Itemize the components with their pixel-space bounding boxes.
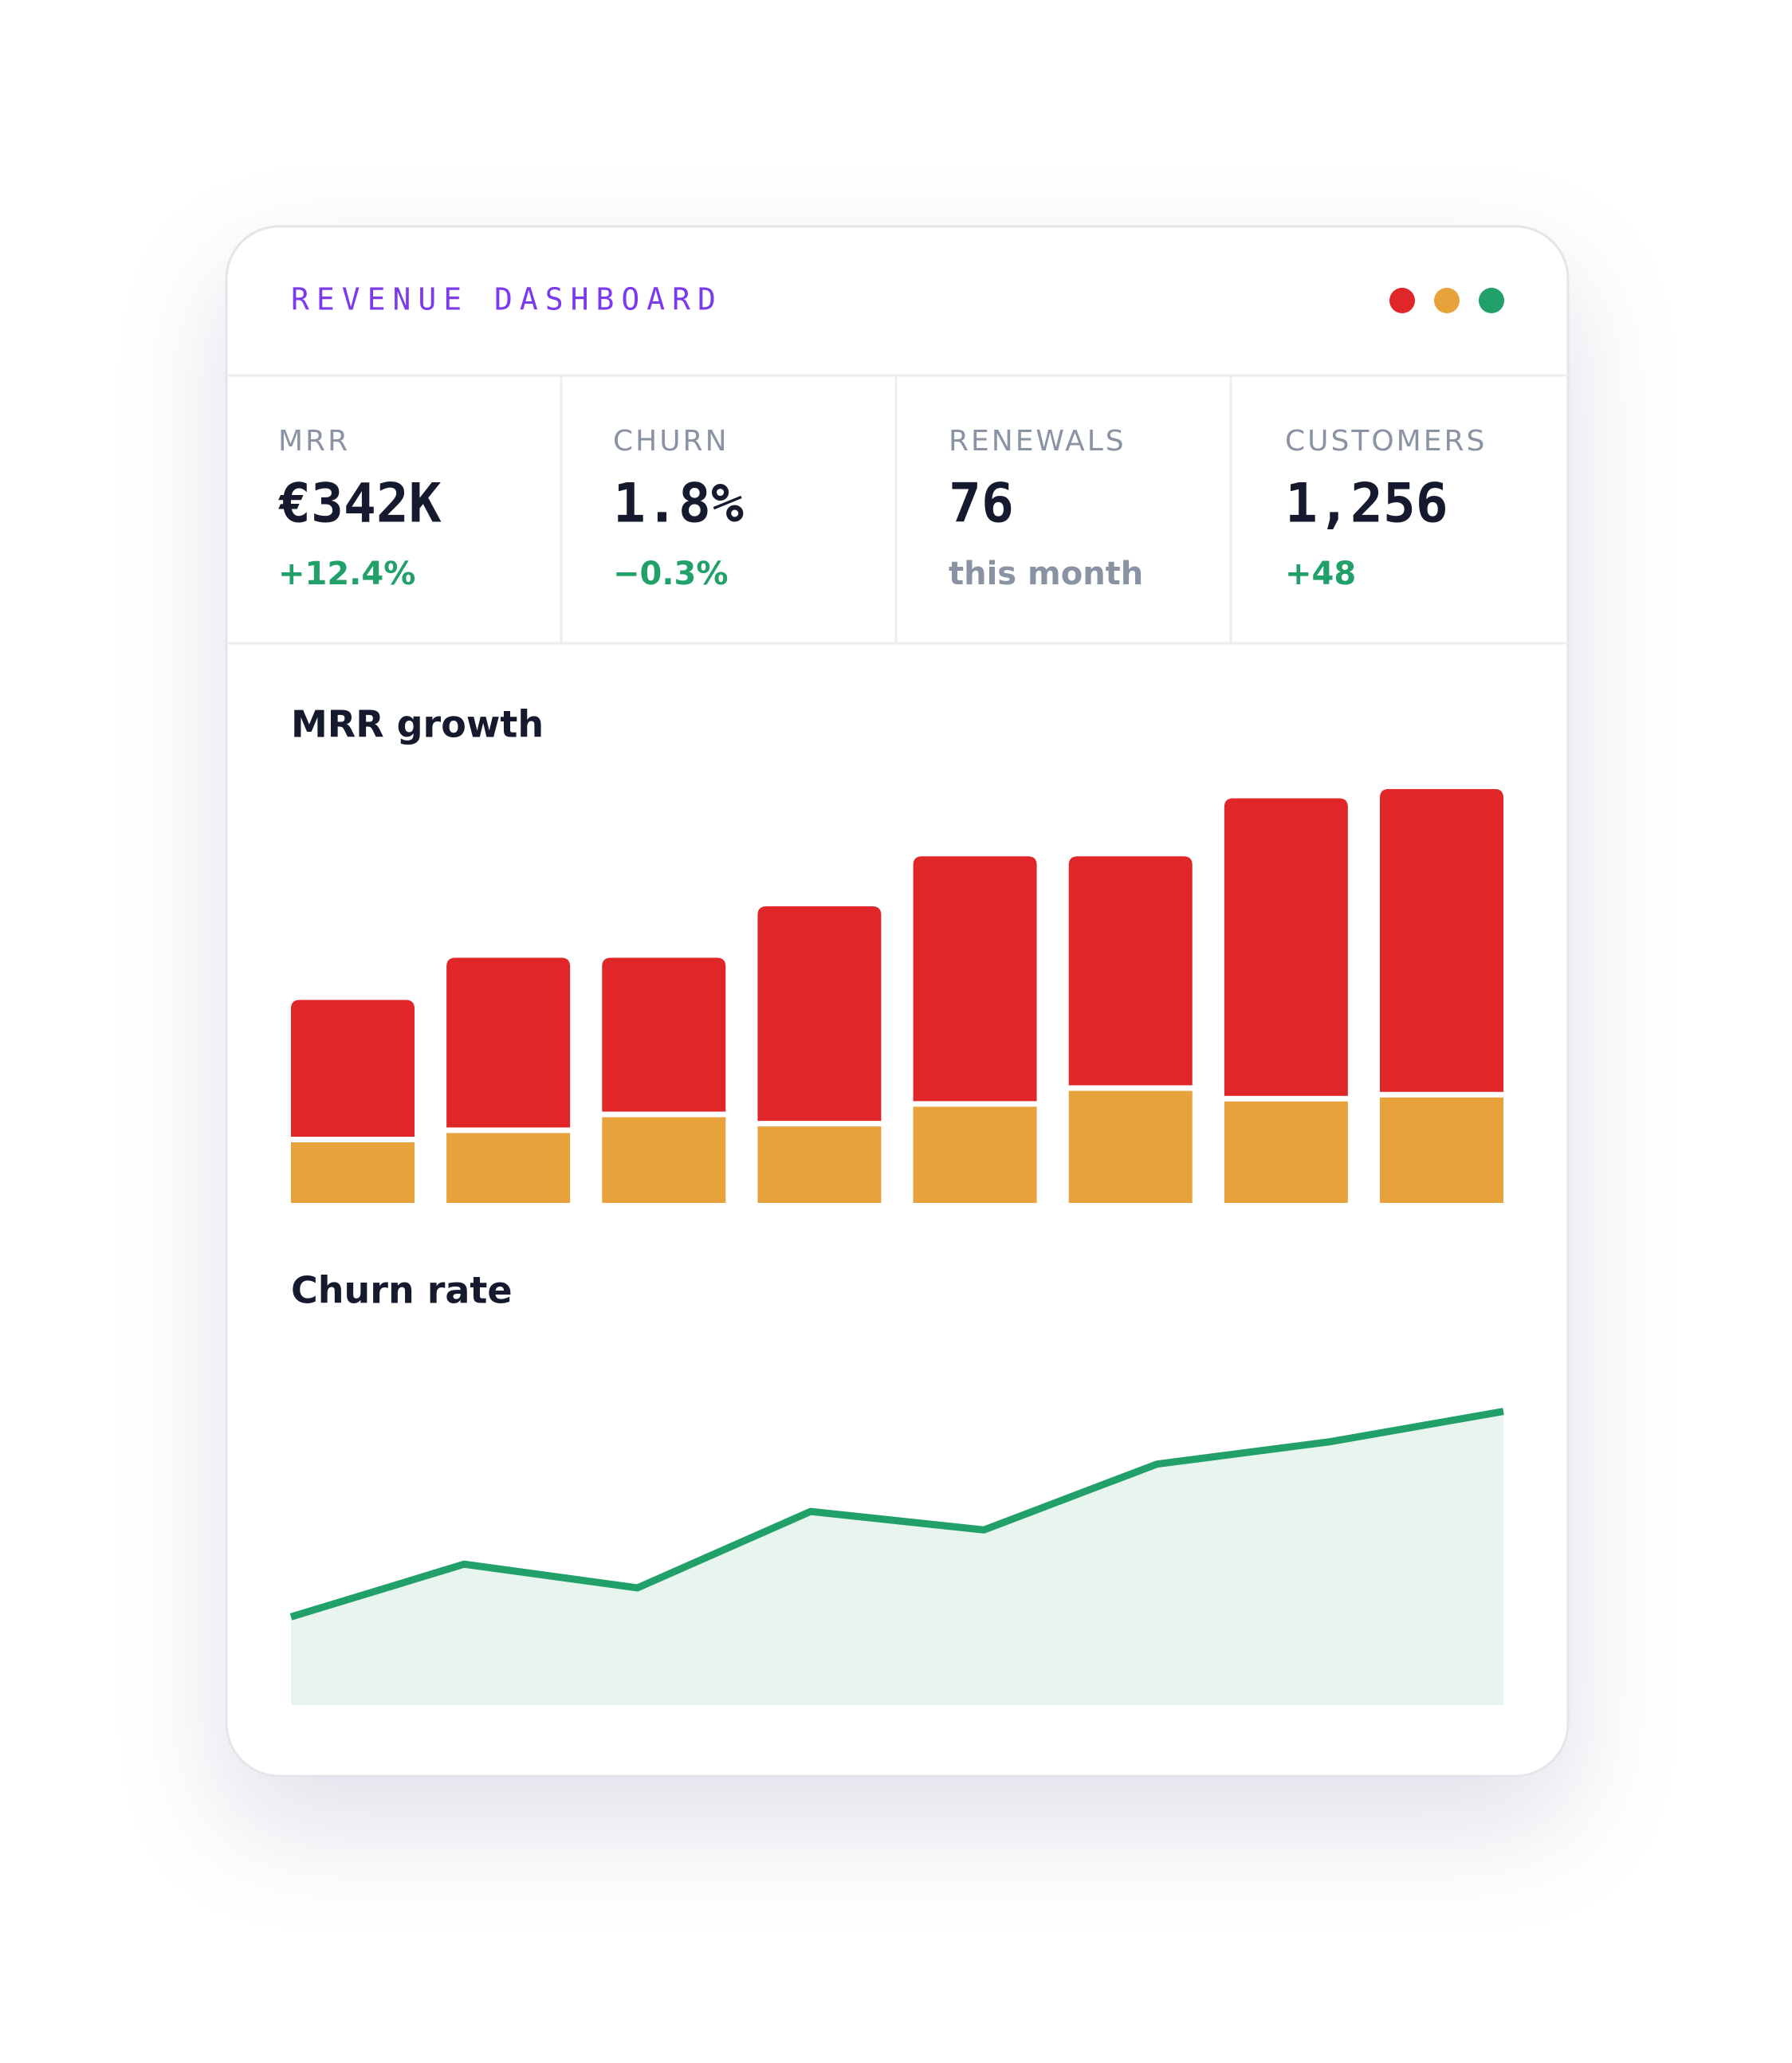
bar-segment bbox=[602, 1117, 726, 1203]
bar-segment bbox=[446, 957, 571, 1128]
stat-change: this month bbox=[949, 556, 1143, 592]
window-dot bbox=[1434, 288, 1460, 313]
bar-segment bbox=[1068, 856, 1193, 1086]
bar-segment bbox=[913, 856, 1037, 1102]
bar-segment bbox=[757, 1126, 882, 1203]
bar-segment bbox=[1380, 1097, 1503, 1203]
chart-title: MRR growth bbox=[291, 703, 544, 746]
stat-change: +48 bbox=[1285, 556, 1356, 592]
stat-value: 1.8% bbox=[613, 473, 744, 536]
stat-value: 1,256 bbox=[1285, 473, 1448, 536]
chart-title: Churn rate bbox=[291, 1269, 513, 1312]
stat-change: −0.3% bbox=[613, 556, 728, 592]
line bbox=[289, 1408, 1504, 1621]
bar-segment bbox=[913, 1106, 1037, 1203]
bar-segment bbox=[1380, 788, 1503, 1092]
bar-segment bbox=[1068, 1090, 1193, 1203]
bar-segment bbox=[446, 1133, 571, 1203]
stat-label: RENEWALS bbox=[949, 425, 1126, 458]
stat-label: MRR bbox=[278, 425, 350, 458]
window-dot bbox=[1479, 288, 1504, 313]
dashboard-title: REVENUE DASHBOARD bbox=[291, 282, 723, 317]
bar-segment bbox=[291, 1142, 415, 1203]
bar-segment bbox=[1224, 1101, 1348, 1203]
stat-change: +12.4% bbox=[278, 556, 415, 592]
stat-value: €342K bbox=[278, 473, 442, 536]
stat-value: 76 bbox=[949, 473, 1014, 536]
window-dot bbox=[1389, 288, 1415, 313]
stat-label: CUSTOMERS bbox=[1285, 425, 1487, 458]
area-fill bbox=[291, 1411, 1503, 1705]
bar-segment bbox=[757, 906, 882, 1122]
bar-segment bbox=[291, 1000, 415, 1137]
bar-segment bbox=[1224, 798, 1348, 1096]
bar-segment bbox=[602, 957, 726, 1112]
stat-label: CHURN bbox=[613, 425, 729, 458]
